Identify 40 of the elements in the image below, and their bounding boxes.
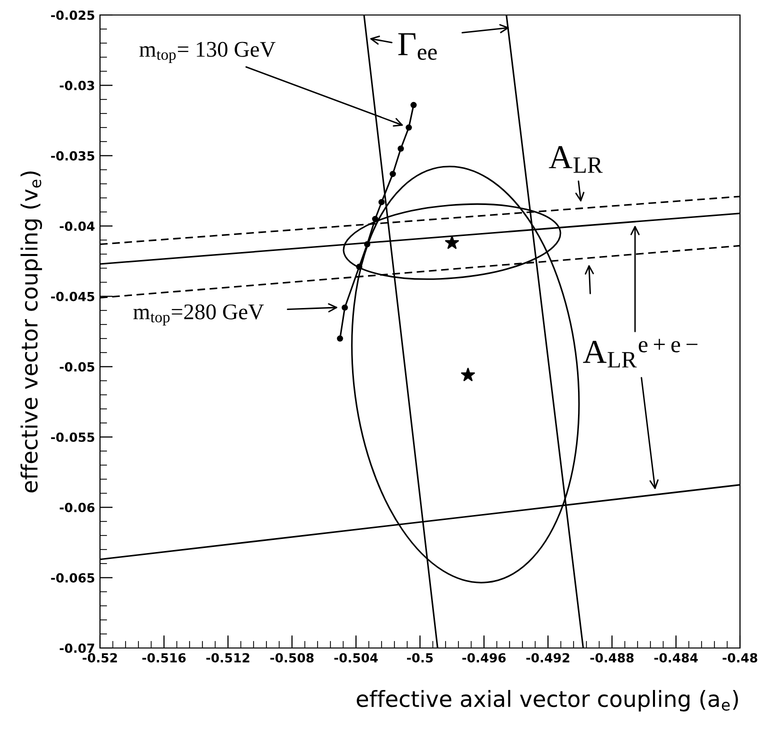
x-tick-label: -0.512 xyxy=(206,653,250,663)
x-axis-title: effective axial vector coupling (a$_{e}$) xyxy=(356,690,738,712)
annotation: Γ$_{ee}$ xyxy=(398,33,437,60)
annotation: m$_{top}$= 130 GeV xyxy=(139,42,276,64)
x-tick-label: -0.48 xyxy=(722,653,758,663)
y-tick-label: -0.035 xyxy=(51,151,94,161)
annotation: A$_{LR}$$^{e+e−}$ xyxy=(583,338,698,368)
y-tick-label: -0.065 xyxy=(51,573,94,583)
annotation: m$_{top}$=280 GeV xyxy=(133,304,264,326)
point xyxy=(406,124,412,131)
annotation: A$_{LR}$ xyxy=(548,146,603,173)
x-tick-label: -0.488 xyxy=(590,653,634,663)
point xyxy=(410,102,417,108)
y-axis-title: effective vector coupling (v$_{e}$) xyxy=(20,172,42,492)
point xyxy=(461,368,475,382)
x-tick-label: -0.484 xyxy=(654,653,698,663)
x-tick-label: -0.492 xyxy=(526,653,570,663)
point xyxy=(372,216,378,222)
point xyxy=(356,264,362,270)
y-tick-label: -0.025 xyxy=(51,10,94,20)
point xyxy=(390,170,396,178)
y-tick-label: -0.07 xyxy=(60,643,94,653)
point xyxy=(364,241,370,248)
point xyxy=(342,304,348,311)
point xyxy=(398,146,404,152)
point xyxy=(336,335,344,342)
x-tick-label: -0.52 xyxy=(82,653,117,663)
y-tick-label: -0.045 xyxy=(51,292,94,302)
y-tick-label: -0.04 xyxy=(60,221,95,231)
x-tick-label: -0.516 xyxy=(142,653,186,663)
x-tick-label: -0.504 xyxy=(334,653,378,663)
y-tick-label: -0.03 xyxy=(60,80,94,90)
x-tick-label: -0.496 xyxy=(462,653,506,663)
point xyxy=(378,198,385,206)
x-tick-label: -0.5 xyxy=(407,653,433,663)
point xyxy=(445,236,459,249)
y-tick-label: -0.055 xyxy=(51,432,94,442)
x-tick-label: -0.508 xyxy=(270,653,314,663)
y-tick-label: -0.06 xyxy=(60,502,94,512)
y-tick-label: -0.05 xyxy=(60,362,94,372)
